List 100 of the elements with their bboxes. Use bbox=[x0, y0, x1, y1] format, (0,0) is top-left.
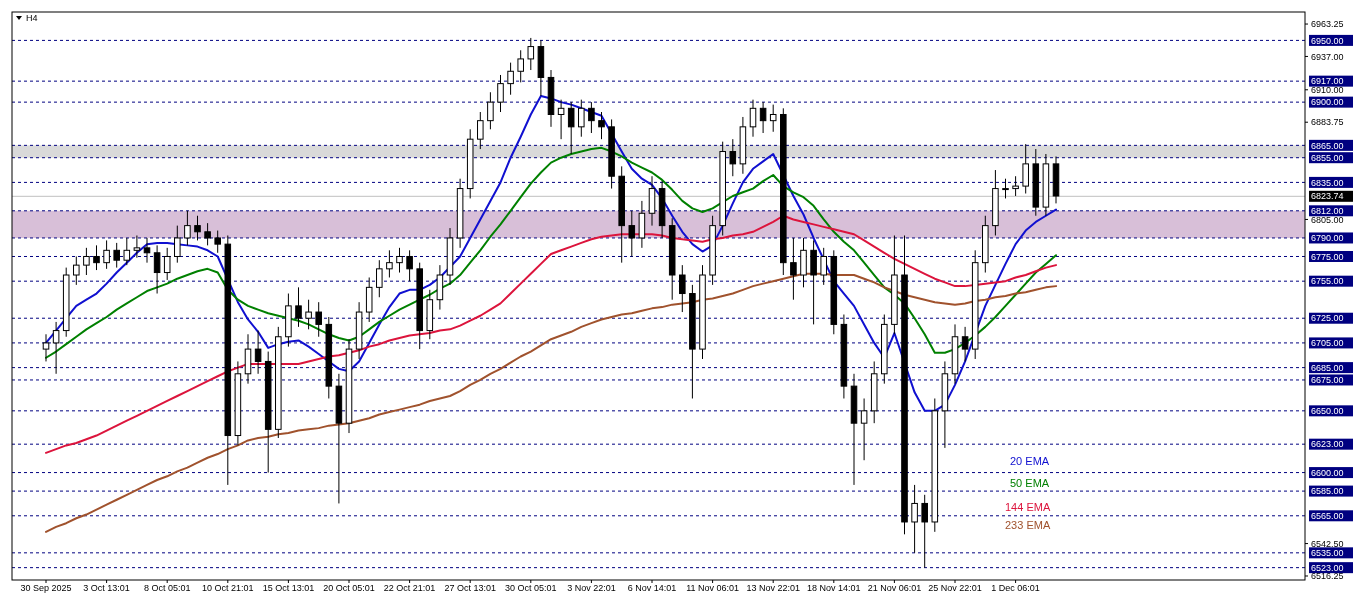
ref-line-label: 6917.00 bbox=[1311, 76, 1344, 87]
candlestick bbox=[143, 237, 151, 264]
candlestick bbox=[305, 299, 312, 330]
ref-line-label: 6565.00 bbox=[1311, 510, 1344, 521]
x-tick-label: 3 Oct 13:01 bbox=[83, 583, 130, 593]
y-tick-label: 6910.00 bbox=[1311, 84, 1344, 95]
candlestick bbox=[1022, 143, 1029, 195]
ref-line-label: 6790.00 bbox=[1311, 233, 1344, 244]
candlestick bbox=[396, 247, 403, 274]
y-tick-label: 6883.75 bbox=[1311, 117, 1344, 128]
candlestick bbox=[1002, 178, 1009, 199]
ref-line-label: 6585.00 bbox=[1311, 486, 1344, 497]
candlestick bbox=[163, 247, 171, 281]
candlestick bbox=[204, 222, 211, 246]
candlestick bbox=[93, 244, 100, 271]
x-tick-label: 13 Nov 22:01 bbox=[746, 583, 800, 593]
candlestick bbox=[295, 286, 302, 328]
x-tick-label: 15 Oct 13:01 bbox=[262, 583, 315, 593]
candlestick bbox=[628, 210, 636, 257]
candlestick bbox=[497, 74, 504, 113]
candlestick bbox=[517, 49, 524, 83]
ref-line-label: 6725.00 bbox=[1311, 313, 1344, 324]
line-series bbox=[45, 146, 1057, 359]
x-tick-label: 11 Nov 06:01 bbox=[686, 583, 740, 593]
x-tick-label: 3 Nov 22:01 bbox=[567, 583, 616, 593]
ref-line-label: 6950.00 bbox=[1311, 35, 1344, 46]
candlestick bbox=[194, 215, 201, 241]
candlestick bbox=[679, 264, 686, 313]
candlestick bbox=[729, 138, 737, 177]
x-tick-label: 25 Nov 22:01 bbox=[928, 583, 982, 593]
candlestick bbox=[1012, 175, 1019, 197]
candlestick bbox=[123, 237, 131, 266]
y-tick-label: 6542.50 bbox=[1311, 538, 1344, 549]
x-tick-label: 1 Dec 06:01 bbox=[991, 583, 1040, 593]
candlestick bbox=[113, 242, 120, 269]
ref-line-label: 6650.00 bbox=[1311, 405, 1344, 416]
x-tick-label: 30 Oct 05:01 bbox=[505, 583, 557, 593]
candlestick bbox=[477, 111, 484, 150]
chart-title: H4 bbox=[26, 13, 38, 23]
ref-line-label: 6623.00 bbox=[1311, 439, 1344, 450]
candlestick bbox=[749, 99, 757, 138]
text: 144 EMA bbox=[1005, 501, 1051, 513]
line-series bbox=[45, 214, 1057, 454]
x-tick-label: 21 Nov 06:01 bbox=[867, 583, 922, 593]
ref-line-label: 6900.00 bbox=[1311, 97, 1344, 108]
x-tick-label: 6 Nov 14:01 bbox=[627, 583, 677, 593]
ref-line-label: 6835.00 bbox=[1311, 177, 1344, 188]
candlestick bbox=[527, 37, 535, 71]
candlestick bbox=[386, 249, 393, 278]
candlestick bbox=[214, 230, 221, 254]
candlestick bbox=[921, 494, 928, 569]
x-tick-label: 18 Nov 14:01 bbox=[807, 583, 861, 593]
candlestick bbox=[578, 99, 585, 138]
x-tick-label: 30 Sep 2025 bbox=[20, 583, 72, 593]
candlestick bbox=[588, 101, 595, 134]
ref-line-label: 6685.00 bbox=[1311, 362, 1344, 373]
candlestick bbox=[769, 104, 777, 133]
text: 233 EMA bbox=[1005, 519, 1051, 531]
candlestick bbox=[133, 235, 141, 259]
ref-line-label: 6855.00 bbox=[1311, 152, 1344, 163]
candlestick bbox=[406, 249, 413, 282]
x-tick-label: 20 Oct 05:01 bbox=[323, 583, 375, 593]
candlestick bbox=[487, 91, 494, 130]
x-tick-label: 22 Oct 21:01 bbox=[383, 583, 436, 593]
candlestick bbox=[315, 301, 322, 338]
x-tick-label: 10 Oct 21:01 bbox=[202, 583, 254, 593]
ref-line-label: 6600.00 bbox=[1311, 467, 1344, 478]
candlestick bbox=[507, 62, 514, 96]
x-tick-label: 27 Oct 13:01 bbox=[444, 583, 496, 593]
ref-line-label: 6535.00 bbox=[1311, 547, 1344, 558]
candlestick bbox=[52, 321, 60, 375]
text: 50 EMA bbox=[1010, 477, 1050, 489]
y-tick-label: 6963.25 bbox=[1311, 19, 1344, 30]
ref-line-label: 6823.74 bbox=[1311, 191, 1344, 202]
candlestick bbox=[567, 101, 575, 155]
candlestick bbox=[790, 237, 797, 301]
candlestick bbox=[153, 244, 161, 295]
candlestick bbox=[42, 333, 50, 362]
ref-line-label: 6523.00 bbox=[1311, 562, 1344, 573]
candlestick bbox=[73, 255, 80, 286]
ref-line-label: 6775.00 bbox=[1311, 251, 1344, 262]
text: 20 EMA bbox=[1010, 455, 1050, 467]
candlestick bbox=[911, 484, 918, 554]
candlestick bbox=[961, 326, 969, 362]
candlestick bbox=[557, 99, 565, 140]
ref-line-label: 6705.00 bbox=[1311, 338, 1344, 349]
candlestick bbox=[759, 101, 767, 134]
ref-line-label: 6755.00 bbox=[1311, 276, 1344, 287]
candlestick bbox=[860, 397, 868, 461]
candlestick bbox=[184, 210, 191, 246]
candlestick bbox=[376, 259, 383, 298]
candlestick bbox=[254, 330, 262, 375]
ref-line-label: 6865.00 bbox=[1311, 140, 1344, 151]
y-tick-label: 6805.00 bbox=[1311, 214, 1344, 225]
y-tick-label: 6516.25 bbox=[1311, 571, 1344, 582]
candlestick bbox=[103, 239, 110, 270]
candlestick bbox=[83, 247, 90, 276]
y-tick-label: 6937.00 bbox=[1311, 51, 1344, 62]
candlestick bbox=[820, 247, 827, 286]
candlestick bbox=[598, 111, 605, 140]
